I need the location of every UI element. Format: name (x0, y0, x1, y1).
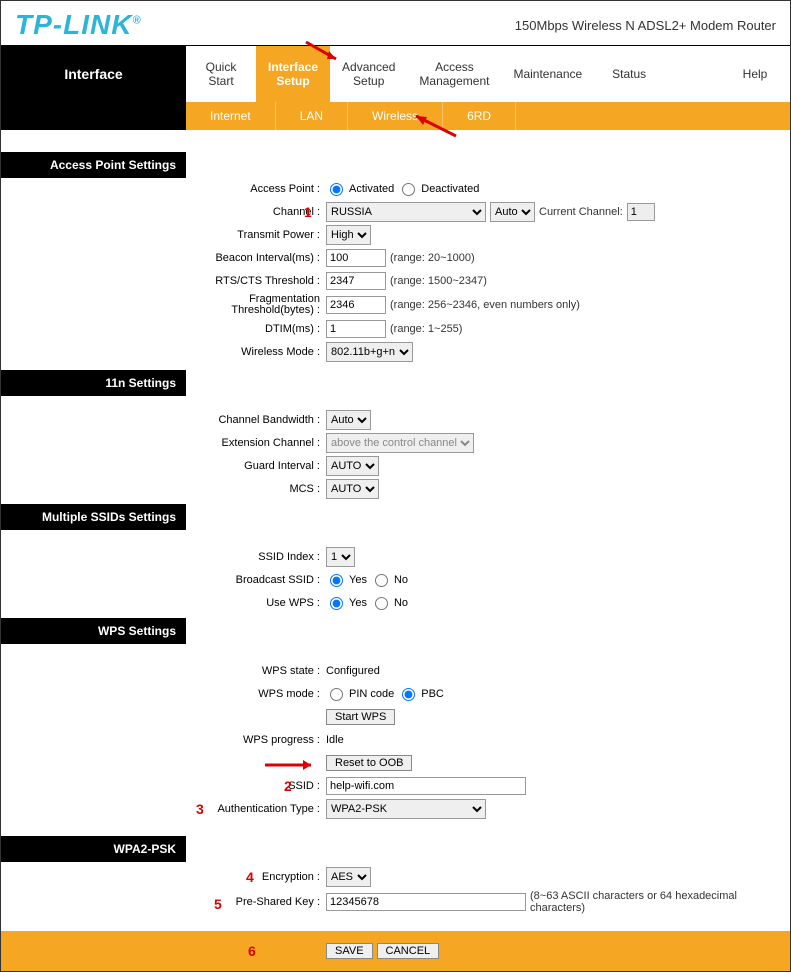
radio-broadcast-yes[interactable] (330, 574, 343, 587)
radio-activated[interactable] (330, 183, 343, 196)
select-encryption[interactable]: AES (326, 867, 371, 887)
tab-maintenance[interactable]: Maintenance (501, 46, 594, 102)
input-beacon[interactable] (326, 249, 386, 267)
label-mcs: MCS : (186, 483, 326, 495)
select-extension[interactable]: above the control channel (326, 433, 474, 453)
select-mcs[interactable]: AUTO (326, 479, 379, 499)
main-tabs: QuickStart InterfaceSetup AdvancedSetup … (186, 46, 790, 102)
marker-3: 3 (196, 801, 204, 817)
save-button[interactable]: SAVE (326, 943, 373, 959)
select-channel[interactable]: RUSSIA (326, 202, 486, 222)
marker-2: 2 (284, 778, 292, 794)
label-extension: Extension Channel : (186, 437, 326, 449)
tab-quick-start[interactable]: QuickStart (186, 46, 256, 102)
select-guard[interactable]: AUTO (326, 456, 379, 476)
label-guard: Guard Interval : (186, 460, 326, 472)
label-dtim: DTIM(ms) : (186, 323, 326, 335)
label-wps-progress: WPS progress : (186, 734, 326, 746)
current-channel (627, 203, 655, 221)
marker-4: 4 (246, 869, 254, 885)
select-tx-power[interactable]: High (326, 225, 371, 245)
label-tx-power: Transmit Power : (186, 229, 326, 241)
label-wps-mode: WPS mode : (186, 688, 326, 700)
reset-oob-button[interactable]: Reset to OOB (326, 755, 412, 771)
select-channel-auto[interactable]: Auto (490, 202, 535, 222)
input-psk[interactable] (326, 893, 526, 911)
marker-1: 1 (304, 204, 312, 220)
select-mode[interactable]: 802.11b+g+n (326, 342, 413, 362)
subtab-6rd[interactable]: 6RD (443, 102, 516, 130)
label-access-point: Access Point : (186, 183, 326, 195)
sub-tabs: Internet LAN Wireless 6RD (186, 102, 790, 130)
label-wps-state: WPS state : (186, 665, 326, 677)
input-dtim[interactable] (326, 320, 386, 338)
tab-status[interactable]: Status (594, 46, 664, 102)
radio-deactivated[interactable] (402, 183, 415, 196)
nav-title: Interface (1, 46, 186, 102)
input-rts[interactable] (326, 272, 386, 290)
section-wps: WPS Settings (1, 618, 186, 644)
start-wps-button[interactable]: Start WPS (326, 709, 395, 725)
label-mode: Wireless Mode : (186, 346, 326, 358)
subtab-internet[interactable]: Internet (186, 102, 276, 130)
label-broadcast: Broadcast SSID : (186, 574, 326, 586)
tab-interface-setup[interactable]: InterfaceSetup (256, 46, 330, 102)
subtab-wireless[interactable]: Wireless (348, 102, 443, 130)
label-use-wps: Use WPS : (186, 597, 326, 609)
label-ssid: SSID : (186, 780, 326, 792)
section-11n: 11n Settings (1, 370, 186, 396)
section-ssids: Multiple SSIDs Settings (1, 504, 186, 530)
label-auth: Authentication Type : (186, 803, 326, 815)
label-rts: RTS/CTS Threshold : (186, 275, 326, 287)
logo: TP-LINK® (15, 9, 142, 41)
marker-5: 5 (214, 896, 222, 912)
label-psk: Pre-Shared Key : (186, 896, 326, 908)
select-ssid-index[interactable]: 1 (326, 547, 355, 567)
marker-6: 6 (248, 943, 256, 959)
radio-pbc[interactable] (402, 688, 415, 701)
label-encryption: Encryption : (186, 871, 326, 883)
tab-access-management[interactable]: AccessManagement (407, 46, 501, 102)
input-ssid[interactable] (326, 777, 526, 795)
radio-wps-yes[interactable] (330, 597, 343, 610)
radio-wps-no[interactable] (375, 597, 388, 610)
cancel-button[interactable]: CANCEL (377, 943, 440, 959)
input-frag[interactable] (326, 296, 386, 314)
select-auth[interactable]: WPA2-PSK (326, 799, 486, 819)
radio-broadcast-no[interactable] (375, 574, 388, 587)
section-wpa: WPA2-PSK (1, 836, 186, 862)
section-ap: Access Point Settings (1, 152, 186, 178)
product-name: 150Mbps Wireless N ADSL2+ Modem Router (515, 18, 776, 33)
select-bandwidth[interactable]: Auto (326, 410, 371, 430)
tab-advanced-setup[interactable]: AdvancedSetup (330, 46, 407, 102)
radio-pin[interactable] (330, 688, 343, 701)
label-ssid-index: SSID Index : (186, 551, 326, 563)
tab-help[interactable]: Help (720, 46, 790, 102)
label-beacon: Beacon Interval(ms) : (186, 252, 326, 264)
subtab-lan[interactable]: LAN (276, 102, 348, 130)
label-frag: Fragmentation Threshold(bytes) : (186, 294, 326, 316)
label-bandwidth: Channel Bandwidth : (186, 414, 326, 426)
